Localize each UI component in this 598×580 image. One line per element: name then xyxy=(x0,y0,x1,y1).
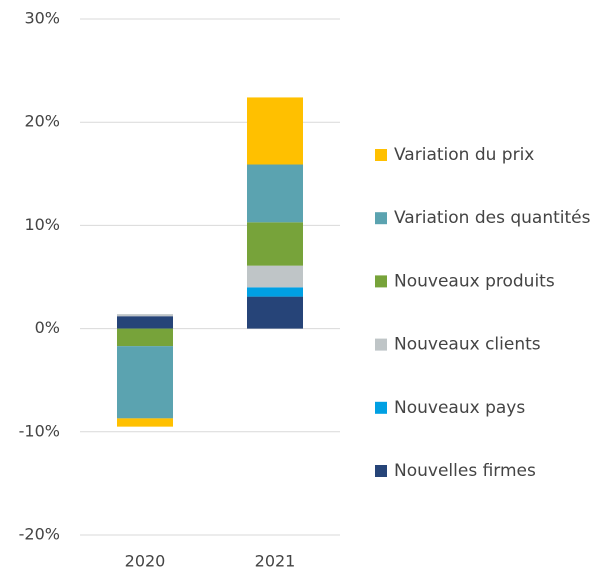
legend-swatch xyxy=(375,275,387,288)
legend-label: Nouveaux clients xyxy=(394,335,541,355)
legend-swatch xyxy=(375,401,387,414)
legend-label: Nouvelles firmes xyxy=(394,461,536,481)
y-tick-label: 20% xyxy=(24,112,60,131)
y-tick-label: -20% xyxy=(19,525,60,544)
bar-segment xyxy=(117,328,173,347)
bar-segment xyxy=(117,316,173,329)
legend-swatch xyxy=(375,212,387,225)
legend-label: Nouveaux pays xyxy=(394,398,525,418)
y-tick-label: 0% xyxy=(35,318,60,337)
x-tick-label: 2020 xyxy=(125,552,166,571)
legend-swatch xyxy=(375,465,387,477)
bar-segment xyxy=(247,296,303,329)
y-tick-label: -10% xyxy=(19,421,60,440)
bar-segment xyxy=(117,314,173,317)
legend-label: Nouveaux produits xyxy=(394,271,555,291)
bar-segment xyxy=(247,222,303,266)
bar-segment xyxy=(247,265,303,288)
x-tick-label: 2021 xyxy=(255,552,296,571)
bar-segment xyxy=(117,418,173,427)
legend-label: Variation des quantités xyxy=(394,208,591,228)
y-tick-label: 30% xyxy=(24,9,60,28)
bar-segment xyxy=(247,164,303,223)
legend-swatch xyxy=(375,338,387,351)
legend-label: Variation du prix xyxy=(394,145,534,165)
legend-swatch xyxy=(375,149,387,161)
bar-segment xyxy=(247,97,303,165)
y-tick-label: 10% xyxy=(24,215,60,234)
bar-segment xyxy=(247,287,303,297)
bar-segment xyxy=(117,346,173,419)
